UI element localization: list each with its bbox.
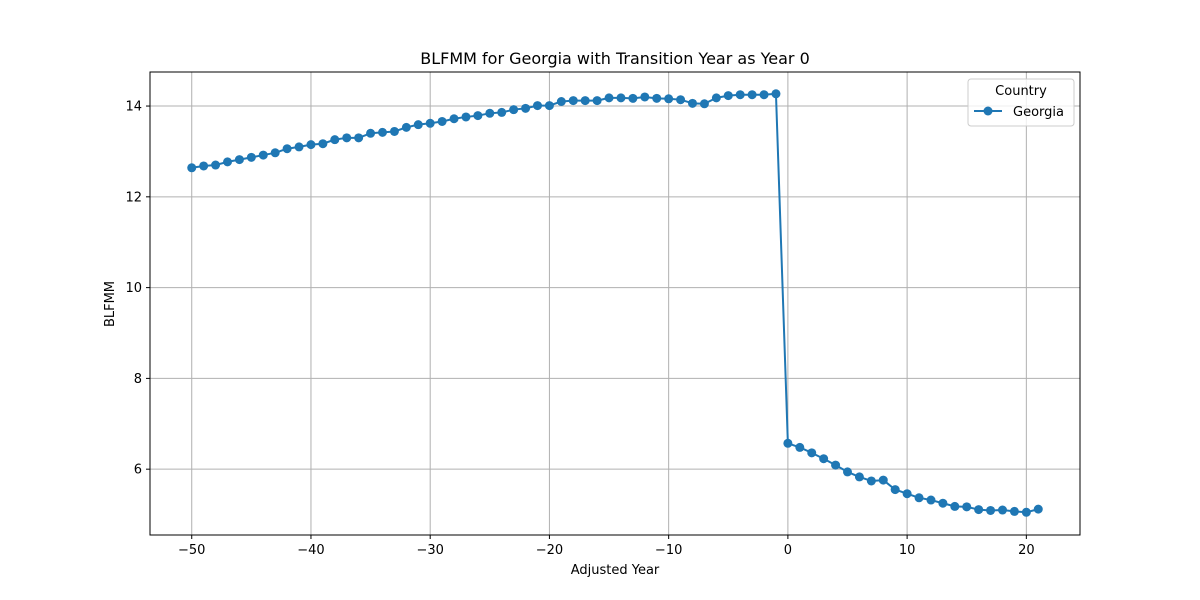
data-point [759, 90, 769, 100]
data-point [831, 460, 841, 470]
plot-area-frame [149, 71, 1081, 536]
data-point [509, 105, 519, 115]
legend-title: Country [995, 84, 1047, 99]
data-point [974, 505, 984, 515]
data-point [926, 495, 936, 505]
x-axis-label: Adjusted Year [571, 563, 660, 578]
data-point [890, 485, 900, 495]
data-point [342, 133, 352, 143]
data-point [485, 108, 495, 118]
legend-frame [967, 78, 1075, 127]
data-point [497, 107, 507, 117]
data-point [664, 94, 674, 104]
data-point [866, 476, 876, 486]
data-point [330, 135, 340, 145]
data-point [616, 93, 626, 103]
data-point [556, 97, 566, 107]
data-point [592, 96, 602, 106]
data-point [1021, 507, 1031, 517]
data-point [986, 505, 996, 515]
data-point [723, 91, 733, 101]
data-point [413, 120, 423, 130]
x-tick-label: −50 [178, 543, 205, 558]
data-point [318, 139, 328, 149]
data-point [688, 98, 697, 108]
y-tick-label: 12 [125, 190, 142, 205]
data-point [389, 126, 399, 136]
data-point [914, 493, 924, 503]
data-point [437, 116, 447, 126]
data-point [676, 95, 686, 105]
x-tick-label: 0 [784, 543, 792, 558]
legend: Country Georgia [967, 78, 1075, 127]
x-tick-label: −20 [536, 543, 563, 558]
data-point [544, 101, 554, 111]
legend-marker-swatch [983, 106, 993, 116]
y-tick-label: 8 [134, 372, 142, 387]
data-point [640, 92, 650, 102]
data-point [473, 111, 483, 121]
data-point [533, 101, 542, 111]
data-point [795, 442, 805, 452]
y-axis-ticks: 6 8 10 12 14 [125, 100, 150, 478]
chart-title: BLFMM for Georgia with Transition Year a… [420, 49, 810, 68]
data-point [938, 498, 948, 508]
data-point [998, 505, 1007, 515]
data-point [580, 96, 590, 106]
data-point [652, 93, 662, 103]
data-point [854, 472, 864, 482]
data-point [962, 502, 972, 512]
data-point [282, 144, 292, 154]
data-point [187, 163, 197, 173]
y-tick-label: 6 [134, 463, 142, 478]
x-tick-label: −30 [416, 543, 443, 558]
data-point [425, 118, 435, 128]
data-point [1009, 506, 1019, 516]
data-point [747, 90, 757, 100]
legend-entry-georgia: Georgia [1013, 105, 1064, 120]
data-point [711, 93, 721, 103]
data-point [306, 140, 316, 150]
data-point [294, 142, 304, 152]
x-tick-label: −10 [655, 543, 682, 558]
data-point [223, 157, 232, 167]
y-tick-label: 14 [125, 100, 142, 115]
data-point [234, 155, 244, 165]
data-point [783, 438, 793, 448]
data-point [699, 99, 709, 109]
data-point [604, 93, 614, 103]
y-axis-label: BLFMM [103, 281, 118, 327]
data-point [568, 96, 578, 106]
y-tick-label: 10 [125, 281, 142, 296]
x-tick-label: 20 [1018, 543, 1035, 558]
data-point [258, 150, 268, 160]
data-point [521, 103, 531, 113]
data-point [843, 467, 852, 477]
data-point [449, 114, 459, 124]
data-point [270, 148, 280, 158]
data-point [461, 112, 471, 122]
data-point [878, 475, 888, 485]
data-point [401, 122, 411, 132]
data-point [246, 152, 256, 162]
data-point [366, 128, 376, 138]
data-point [902, 489, 912, 499]
x-tick-label: −40 [297, 543, 324, 558]
x-axis-ticks: −50 −40 −30 −20 −10 0 10 20 [178, 535, 1035, 558]
data-point [819, 454, 829, 464]
data-point [1033, 504, 1043, 514]
data-point [735, 90, 745, 100]
data-point [378, 127, 387, 137]
x-tick-label: 10 [899, 543, 916, 558]
data-point [950, 501, 960, 511]
series-georgia [187, 89, 1043, 517]
data-point [771, 89, 781, 99]
data-point [628, 93, 638, 103]
data-point [807, 448, 817, 458]
data-point [211, 160, 221, 170]
data-point [354, 133, 364, 143]
grid-lines [150, 72, 1080, 535]
data-point [199, 161, 209, 171]
